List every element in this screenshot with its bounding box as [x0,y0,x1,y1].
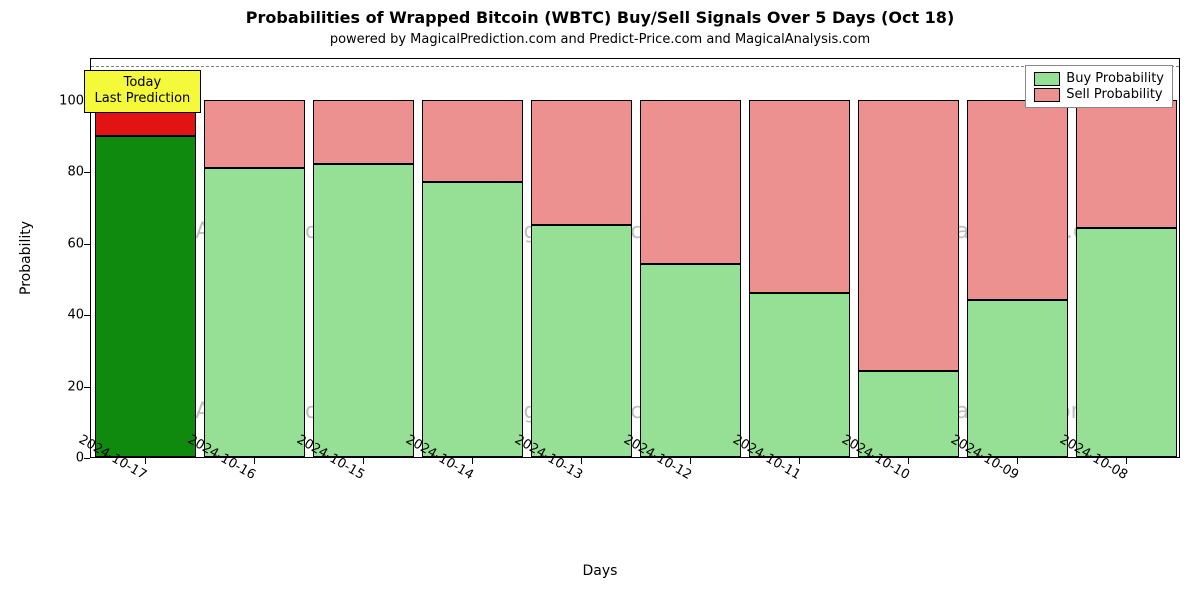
legend-label: Sell Probability [1066,87,1162,102]
plot-area: MagicalAnalysis.comMagicalPrediction.com… [90,58,1180,458]
x-tick-mark [690,458,691,464]
chart-title: Probabilities of Wrapped Bitcoin (WBTC) … [0,8,1200,27]
y-tick-label: 100 [44,93,84,108]
x-tick-mark [581,458,582,464]
bar-buy-segment [313,164,413,457]
y-tick-label: 0 [44,451,84,466]
bar-group [531,100,631,457]
legend-item: Sell Probability [1034,87,1164,102]
bar-sell-segment [204,100,304,168]
x-tick-mark [472,458,473,464]
x-axis-label: Days [0,563,1200,579]
x-tick-mark [363,458,364,464]
y-tick-mark [84,458,90,459]
bar-sell-segment [422,100,522,182]
bar-group [749,100,849,457]
bar-group [422,100,522,457]
bar-buy-segment [422,182,522,457]
x-tick-mark [145,458,146,464]
y-tick-label: 40 [44,308,84,323]
bar-sell-segment [640,100,740,264]
legend-swatch [1034,72,1060,86]
bar-buy-segment [531,225,631,457]
x-tick-mark [1017,458,1018,464]
bar-group [640,100,740,457]
annotation-line2: Last Prediction [95,91,191,106]
chart-container: Probabilities of Wrapped Bitcoin (WBTC) … [0,0,1200,600]
legend-swatch [1034,88,1060,102]
legend-item: Buy Probability [1034,71,1164,86]
legend-label: Buy Probability [1066,71,1164,86]
x-tick-mark [254,458,255,464]
bar-buy-segment [1076,228,1176,457]
legend: Buy ProbabilitySell Probability [1025,65,1173,108]
bar-buy-segment [204,168,304,457]
x-tick-mark [1126,458,1127,464]
bar-group [967,100,1067,457]
bar-sell-segment [1076,100,1176,229]
bar-sell-segment [531,100,631,225]
y-tick-label: 80 [44,165,84,180]
bar-sell-segment [749,100,849,293]
bar-sell-segment [313,100,413,164]
today-annotation: TodayLast Prediction [84,70,202,113]
y-axis-label: Probability [18,221,34,295]
bar-group [204,100,304,457]
y-tick-label: 20 [44,379,84,394]
x-tick-mark [908,458,909,464]
bar-group [95,100,195,457]
bar-sell-segment [967,100,1067,300]
bar-buy-segment [858,371,958,457]
annotation-line1: Today [124,75,162,90]
bar-group [858,100,958,457]
bar-group [313,100,413,457]
x-tick-mark [799,458,800,464]
bar-buy-segment [95,136,195,457]
y-tick-label: 60 [44,236,84,251]
gridline [91,66,1179,67]
bar-sell-segment [858,100,958,371]
chart-subtitle: powered by MagicalPrediction.com and Pre… [0,32,1200,47]
bar-group [1076,100,1176,457]
